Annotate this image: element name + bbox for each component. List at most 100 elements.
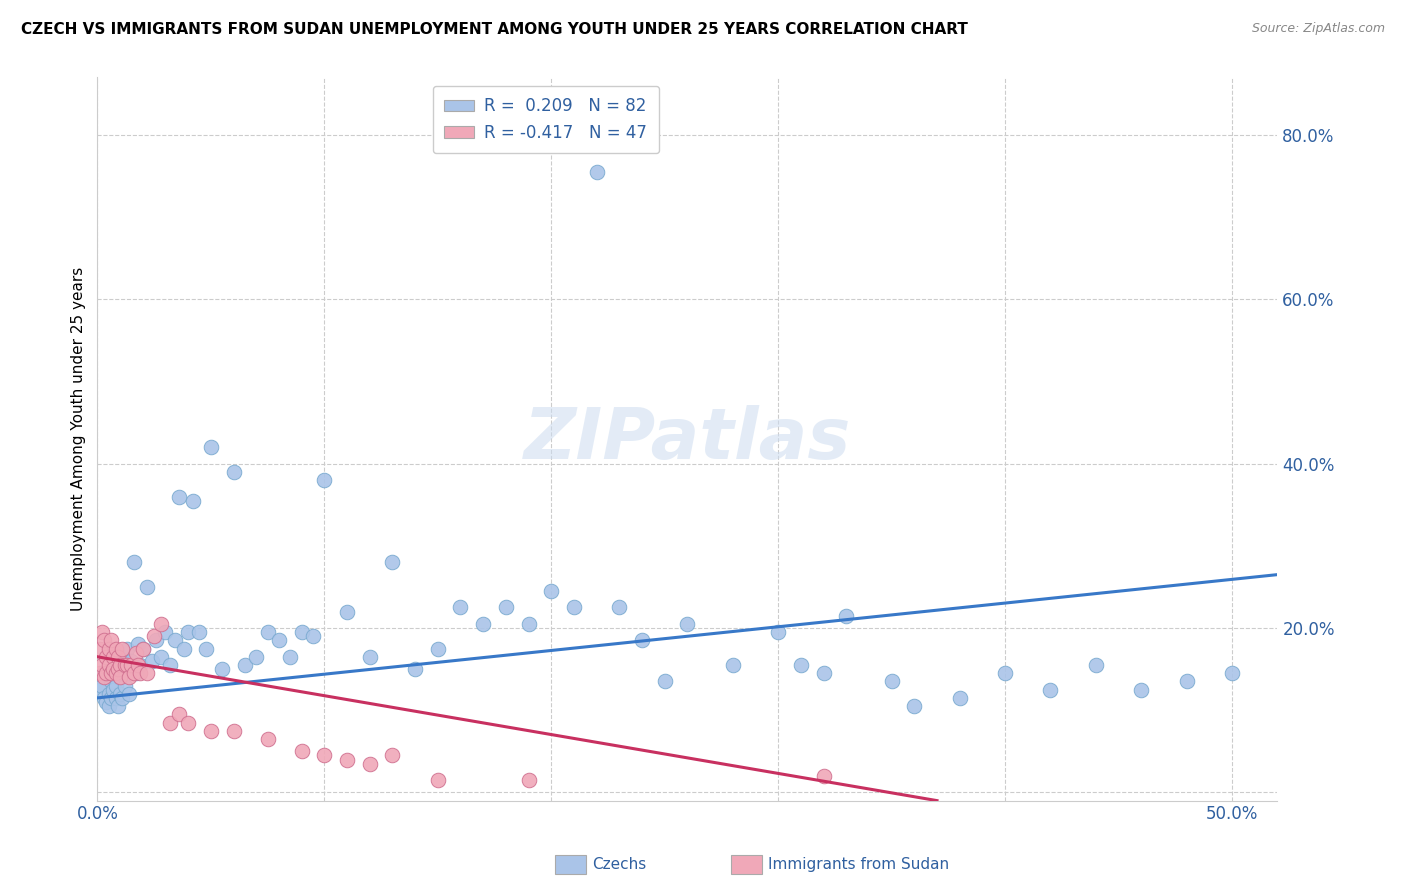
Point bbox=[108, 658, 131, 673]
Point bbox=[120, 654, 142, 668]
Point bbox=[585, 165, 607, 179]
Point bbox=[159, 658, 181, 673]
Point bbox=[114, 658, 136, 673]
Point bbox=[766, 625, 789, 640]
Point bbox=[267, 633, 290, 648]
Point bbox=[880, 674, 903, 689]
Point bbox=[426, 773, 449, 788]
Point bbox=[100, 690, 122, 705]
Point bbox=[141, 654, 163, 668]
Point bbox=[381, 555, 404, 569]
Point bbox=[631, 633, 654, 648]
Point bbox=[96, 666, 118, 681]
Point bbox=[181, 493, 204, 508]
Point bbox=[108, 670, 131, 684]
Point bbox=[89, 666, 111, 681]
Point bbox=[145, 633, 167, 648]
Point bbox=[472, 616, 495, 631]
Point bbox=[256, 625, 278, 640]
Point bbox=[93, 670, 115, 684]
Point bbox=[136, 666, 159, 681]
Point bbox=[721, 658, 744, 673]
Point bbox=[517, 616, 540, 631]
Point bbox=[155, 625, 177, 640]
Point bbox=[97, 658, 120, 673]
Point bbox=[200, 723, 222, 738]
Point bbox=[291, 744, 314, 758]
Point bbox=[127, 638, 149, 652]
Point bbox=[200, 440, 222, 454]
Point bbox=[149, 616, 172, 631]
Point bbox=[336, 752, 359, 766]
Point bbox=[103, 662, 125, 676]
Point bbox=[790, 658, 813, 673]
Point bbox=[813, 666, 835, 681]
Point bbox=[122, 555, 145, 569]
Point bbox=[359, 756, 381, 771]
Point bbox=[359, 649, 381, 664]
Point bbox=[143, 629, 166, 643]
Point bbox=[495, 600, 517, 615]
Point bbox=[404, 662, 426, 676]
Point bbox=[173, 641, 195, 656]
Point bbox=[115, 658, 138, 673]
Point bbox=[114, 679, 136, 693]
Point bbox=[127, 658, 149, 673]
Point bbox=[314, 473, 336, 487]
Point bbox=[90, 625, 112, 640]
Point bbox=[949, 690, 972, 705]
Point bbox=[129, 658, 152, 673]
Point bbox=[245, 649, 267, 664]
Point bbox=[89, 682, 111, 697]
Point bbox=[136, 580, 159, 594]
Text: Immigrants from Sudan: Immigrants from Sudan bbox=[768, 857, 949, 871]
Point bbox=[314, 748, 336, 763]
Point bbox=[607, 600, 630, 615]
Point bbox=[115, 641, 138, 656]
Point bbox=[104, 666, 127, 681]
Point bbox=[104, 690, 127, 705]
Point bbox=[107, 666, 129, 681]
Point bbox=[97, 641, 120, 656]
Point bbox=[1220, 666, 1243, 681]
Text: CZECH VS IMMIGRANTS FROM SUDAN UNEMPLOYMENT AMONG YOUTH UNDER 25 YEARS CORRELATI: CZECH VS IMMIGRANTS FROM SUDAN UNEMPLOYM… bbox=[21, 22, 967, 37]
Point bbox=[93, 633, 115, 648]
Point bbox=[336, 605, 359, 619]
Point bbox=[994, 666, 1017, 681]
Point bbox=[103, 662, 125, 676]
Point bbox=[1175, 674, 1198, 689]
Point bbox=[111, 690, 134, 705]
Point bbox=[188, 625, 211, 640]
Text: ZIPatlas: ZIPatlas bbox=[523, 405, 851, 474]
Point bbox=[1130, 682, 1153, 697]
Point bbox=[159, 715, 181, 730]
Point bbox=[813, 769, 835, 783]
Point bbox=[96, 649, 118, 664]
Point bbox=[100, 633, 122, 648]
Point bbox=[132, 641, 155, 656]
Point bbox=[426, 641, 449, 656]
Point bbox=[291, 625, 314, 640]
Point bbox=[118, 687, 141, 701]
Point bbox=[167, 490, 190, 504]
Point bbox=[149, 649, 172, 664]
Point bbox=[97, 687, 120, 701]
Point bbox=[540, 584, 562, 599]
Point bbox=[278, 649, 301, 664]
Point bbox=[177, 715, 200, 730]
Point bbox=[132, 641, 155, 656]
Y-axis label: Unemployment Among Youth under 25 years: Unemployment Among Youth under 25 years bbox=[72, 267, 86, 611]
Point bbox=[1039, 682, 1062, 697]
Point bbox=[100, 666, 122, 681]
Point bbox=[222, 723, 245, 738]
Point bbox=[89, 641, 111, 656]
Point bbox=[103, 649, 125, 664]
Point bbox=[108, 687, 131, 701]
Point bbox=[97, 699, 120, 714]
Point bbox=[256, 731, 278, 746]
Point bbox=[111, 641, 134, 656]
Point bbox=[211, 662, 233, 676]
Point bbox=[381, 748, 404, 763]
Point bbox=[302, 629, 325, 643]
Point bbox=[122, 666, 145, 681]
